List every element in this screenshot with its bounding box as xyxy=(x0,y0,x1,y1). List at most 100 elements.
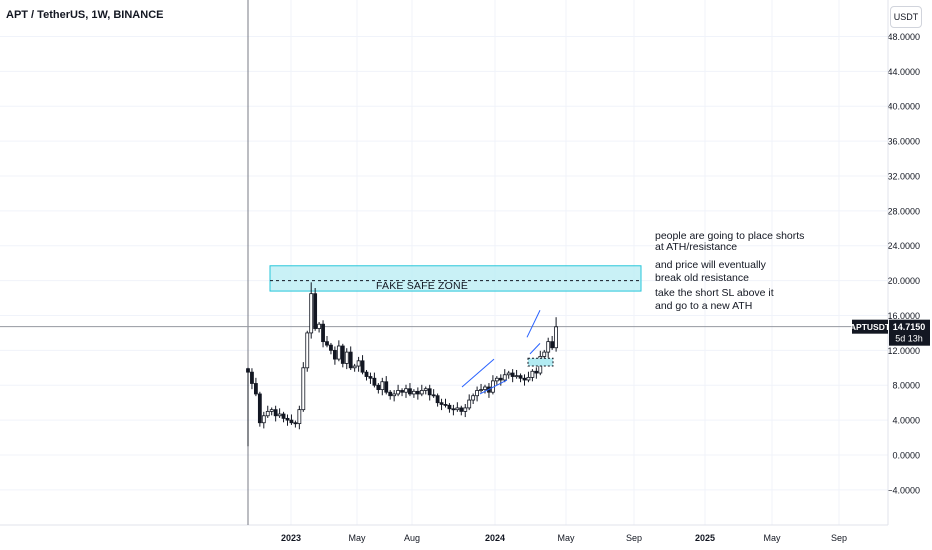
candle-down xyxy=(372,377,377,386)
note-line-3: and price will eventually xyxy=(655,259,766,271)
candle-up xyxy=(344,351,349,364)
note-line-1: people are going to place shorts xyxy=(655,230,805,242)
candle-up xyxy=(261,415,266,424)
candle-down xyxy=(388,391,393,397)
candle-up xyxy=(530,370,535,378)
candle-up xyxy=(336,345,341,360)
candle-down xyxy=(253,383,258,395)
candle-down xyxy=(250,371,254,384)
note-line-4: break old resistance xyxy=(655,272,749,284)
candle-up xyxy=(455,407,460,411)
candle-up xyxy=(396,390,401,395)
candle-down xyxy=(293,422,298,425)
y-tick-label: 28.0000 xyxy=(887,206,920,216)
trendline-upper xyxy=(461,358,495,388)
candle-down xyxy=(340,345,345,364)
candle-up xyxy=(554,326,558,349)
candle-up xyxy=(479,389,483,392)
candle-up xyxy=(546,341,551,353)
candle-down xyxy=(329,344,333,351)
candle-down xyxy=(376,384,381,390)
candle-up xyxy=(514,375,519,378)
candle-down xyxy=(408,388,412,395)
x-tick-label: 2023 xyxy=(281,533,301,543)
x-tick-label: May xyxy=(763,533,781,543)
x-tick-label: Sep xyxy=(831,533,847,543)
candle-down xyxy=(273,409,278,417)
wedge-upper xyxy=(526,310,541,338)
candle-down xyxy=(447,404,452,410)
x-tick-label: May xyxy=(348,533,366,543)
candle-down xyxy=(459,407,464,412)
candle-up xyxy=(526,376,531,381)
candle-up xyxy=(265,410,270,417)
candle-up xyxy=(463,407,468,412)
y-tick-label: 36.0000 xyxy=(887,137,920,147)
candle-down xyxy=(368,376,373,379)
candle-down xyxy=(285,417,290,421)
y-tick-label: 16.0000 xyxy=(887,311,920,321)
candle-down xyxy=(348,351,353,369)
y-tick-label: 40.0000 xyxy=(887,102,920,112)
candle-down xyxy=(522,377,527,381)
price-tag-text: 14.7150 xyxy=(893,322,926,332)
candle-up xyxy=(356,360,361,367)
candle-up xyxy=(475,390,480,397)
candle-up xyxy=(542,351,547,357)
trendline-lower xyxy=(479,379,508,395)
candle-down xyxy=(313,293,318,329)
target-box xyxy=(527,357,554,367)
y-tick-label: 44.0000 xyxy=(887,67,920,77)
candle-up xyxy=(506,372,511,376)
zone-label: FAKE SAFE ZONE xyxy=(375,280,469,292)
candle-down xyxy=(289,419,294,424)
currency-selector-button[interactable]: USDT xyxy=(890,6,922,28)
candle-up xyxy=(502,374,507,381)
price-tag-bg xyxy=(889,319,930,346)
candle-down xyxy=(321,323,325,343)
candle-up xyxy=(309,293,314,334)
candle-down xyxy=(332,349,337,360)
candle-up xyxy=(301,367,306,411)
candle-down xyxy=(384,381,389,393)
y-tick-label: −4.0000 xyxy=(887,485,920,495)
candle-up xyxy=(467,399,472,409)
candle-down xyxy=(443,404,448,406)
chart-title: APT / TetherUS, 1W, BINANCE xyxy=(6,9,164,21)
candle-down xyxy=(325,341,329,346)
candle-down xyxy=(435,395,440,404)
candle-up xyxy=(352,365,357,369)
candle-up xyxy=(305,332,310,369)
candle-down xyxy=(534,370,539,374)
y-tick-label: 4.0000 xyxy=(892,416,920,426)
candle-down xyxy=(498,377,503,381)
candle-down xyxy=(400,390,404,393)
y-tick-label: 12.0000 xyxy=(887,346,920,356)
candle-up xyxy=(471,395,476,401)
note-line-6: and go to a new ATH xyxy=(655,300,753,312)
y-tick-label: 48.0000 xyxy=(887,32,920,42)
candle-down xyxy=(257,393,262,424)
x-tick-label: Sep xyxy=(626,533,642,543)
candle-down xyxy=(281,413,286,419)
x-tick-label: 2024 xyxy=(485,533,505,543)
candle-up xyxy=(297,409,302,425)
last-price-label: APTUSDT 14.7150 5d 13h xyxy=(850,319,930,346)
candle-up xyxy=(392,393,397,397)
countdown-tag-text: 5d 13h xyxy=(895,334,923,344)
candle-up xyxy=(277,413,282,417)
y-tick-label: 8.0000 xyxy=(892,381,920,391)
symbol-tag-text: APTUSDT xyxy=(850,322,891,332)
candle-down xyxy=(431,394,436,397)
candle-up xyxy=(380,381,385,391)
y-tick-label: 20.0000 xyxy=(887,276,920,286)
wedge-lower xyxy=(529,343,541,355)
note-line-5: take the short SL above it xyxy=(655,287,774,299)
candle-up xyxy=(269,409,274,412)
candle-up xyxy=(494,377,499,382)
candle-up xyxy=(419,390,424,395)
note-line-2: at ATH/resistance xyxy=(655,241,738,253)
candle-down xyxy=(364,371,369,377)
candle-down xyxy=(439,402,444,405)
